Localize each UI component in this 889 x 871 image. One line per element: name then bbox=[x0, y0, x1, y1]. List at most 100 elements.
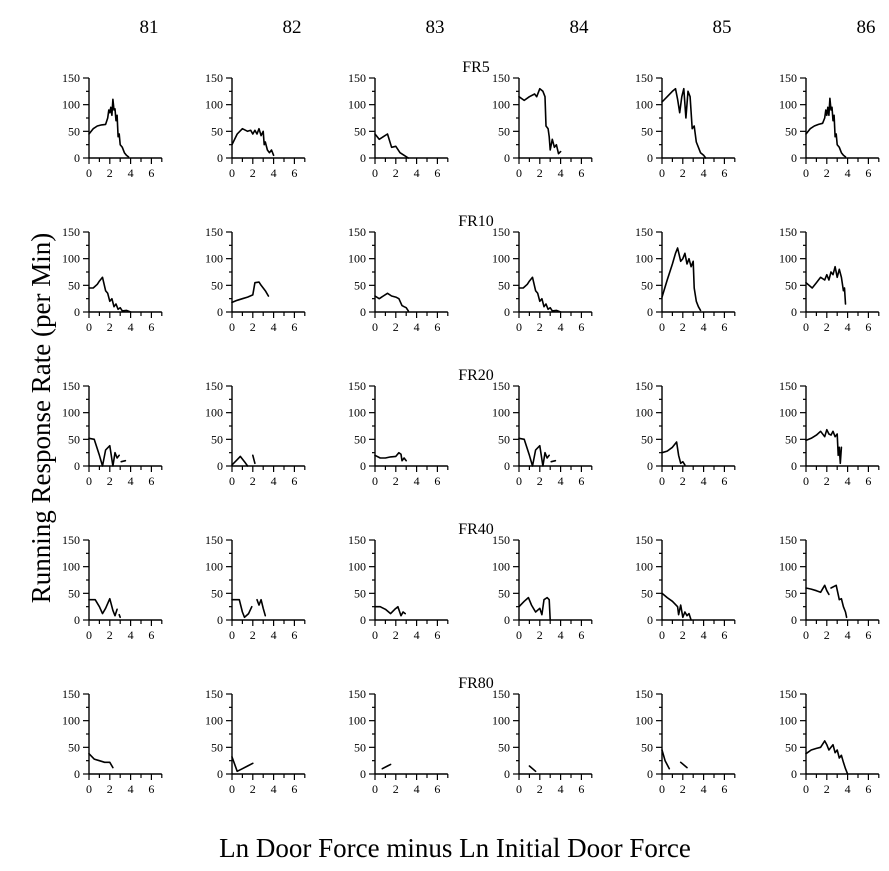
y-axis-title: Running Response Rate (per Min) bbox=[26, 233, 56, 603]
x-tick-label: 0 bbox=[86, 782, 92, 796]
series-line-fr80-85-seg1 bbox=[661, 749, 671, 770]
y-tick-label: 150 bbox=[492, 687, 510, 701]
panel-fr10-85: 0 50 100 150 0 2 4 6 bbox=[635, 225, 736, 334]
x-tick-label: 2 bbox=[824, 320, 830, 334]
y-tick-label: 50 bbox=[354, 278, 366, 292]
y-tick-label: 0 bbox=[791, 305, 797, 319]
series-line-fr5-82 bbox=[231, 127, 275, 157]
x-tick-label: 4 bbox=[414, 166, 420, 180]
y-tick-label: 100 bbox=[635, 406, 653, 420]
x-tick-label: 6 bbox=[578, 474, 584, 488]
panel-fr20-81: 0 50 100 150 0 2 4 6 bbox=[62, 379, 163, 488]
x-tick-label: 2 bbox=[393, 782, 399, 796]
series-line-fr40-86-seg1 bbox=[805, 584, 830, 596]
x-tick-label: 4 bbox=[701, 628, 707, 642]
y-tick-label: 150 bbox=[205, 71, 223, 85]
y-tick-label: 50 bbox=[354, 124, 366, 138]
y-tick-label: 50 bbox=[68, 278, 80, 292]
y-tick-label: 0 bbox=[74, 151, 80, 165]
y-tick-label: 150 bbox=[779, 71, 797, 85]
y-tick-label: 0 bbox=[360, 151, 366, 165]
y-tick-label: 100 bbox=[205, 98, 223, 112]
series-line-fr80-83 bbox=[381, 763, 392, 770]
y-tick-label: 100 bbox=[492, 98, 510, 112]
x-tick-label: 6 bbox=[721, 782, 727, 796]
x-tick-label: 0 bbox=[229, 166, 235, 180]
series-line-fr5-81 bbox=[88, 98, 130, 158]
x-tick-label: 4 bbox=[845, 782, 851, 796]
y-tick-label: 0 bbox=[217, 459, 223, 473]
x-tick-label: 6 bbox=[434, 628, 440, 642]
y-tick-label: 0 bbox=[647, 767, 653, 781]
x-tick-label: 0 bbox=[803, 320, 809, 334]
y-tick-label: 150 bbox=[62, 379, 80, 393]
x-tick-label: 4 bbox=[701, 320, 707, 334]
panel-fr20-82: 0 50 100 150 0 2 4 6 bbox=[205, 379, 306, 488]
x-tick-label: 0 bbox=[229, 782, 235, 796]
y-tick-label: 100 bbox=[348, 560, 366, 574]
y-tick-label: 0 bbox=[217, 305, 223, 319]
x-tick-label: 2 bbox=[680, 166, 686, 180]
x-tick-label: 0 bbox=[803, 782, 809, 796]
series-line-fr20-84-seg2 bbox=[550, 459, 557, 463]
x-tick-label: 4 bbox=[845, 628, 851, 642]
series-line-fr40-84 bbox=[518, 596, 551, 621]
x-tick-label: 6 bbox=[578, 628, 584, 642]
y-tick-label: 50 bbox=[211, 740, 223, 754]
y-tick-label: 100 bbox=[779, 560, 797, 574]
y-tick-label: 50 bbox=[785, 124, 797, 138]
column-label-81: 81 bbox=[140, 17, 159, 38]
x-tick-label: 4 bbox=[271, 474, 277, 488]
x-tick-label: 2 bbox=[250, 320, 256, 334]
series-line-fr80-81 bbox=[88, 752, 114, 769]
x-tick-label: 6 bbox=[865, 628, 871, 642]
x-tick-label: 6 bbox=[865, 166, 871, 180]
y-tick-label: 100 bbox=[635, 98, 653, 112]
x-tick-label: 6 bbox=[291, 320, 297, 334]
x-tick-label: 0 bbox=[659, 320, 665, 334]
y-tick-label: 50 bbox=[211, 586, 223, 600]
x-tick-label: 6 bbox=[148, 474, 154, 488]
x-tick-label: 6 bbox=[865, 782, 871, 796]
x-tick-label: 2 bbox=[393, 628, 399, 642]
y-tick-label: 0 bbox=[360, 613, 366, 627]
x-tick-label: 2 bbox=[107, 320, 113, 334]
x-tick-label: 0 bbox=[372, 474, 378, 488]
y-tick-label: 150 bbox=[779, 225, 797, 239]
y-tick-label: 50 bbox=[785, 740, 797, 754]
panel-fr10-83: 0 50 100 150 0 2 4 6 bbox=[348, 225, 449, 334]
column-label-85: 85 bbox=[713, 17, 732, 38]
x-tick-label: 2 bbox=[537, 628, 543, 642]
x-tick-label: 4 bbox=[701, 474, 707, 488]
x-tick-label: 0 bbox=[372, 320, 378, 334]
series-line-fr80-82 bbox=[231, 756, 254, 773]
y-tick-label: 150 bbox=[205, 225, 223, 239]
x-tick-label: 0 bbox=[659, 628, 665, 642]
x-tick-label: 4 bbox=[701, 782, 707, 796]
y-tick-label: 50 bbox=[498, 278, 510, 292]
y-tick-label: 0 bbox=[791, 151, 797, 165]
y-tick-label: 100 bbox=[492, 714, 510, 728]
x-tick-label: 6 bbox=[434, 320, 440, 334]
y-tick-label: 100 bbox=[205, 406, 223, 420]
row-label-fr40: FR40 bbox=[458, 521, 494, 538]
x-tick-label: 2 bbox=[250, 782, 256, 796]
x-tick-label: 4 bbox=[558, 474, 564, 488]
y-tick-label: 0 bbox=[217, 767, 223, 781]
x-tick-label: 0 bbox=[516, 628, 522, 642]
panel-fr20-83: 0 50 100 150 0 2 4 6 bbox=[348, 379, 449, 488]
y-tick-label: 150 bbox=[348, 687, 366, 701]
y-tick-label: 150 bbox=[348, 533, 366, 547]
y-tick-label: 150 bbox=[492, 533, 510, 547]
panel-fr80-81: 0 50 100 150 0 2 4 6 bbox=[62, 687, 163, 796]
panel-fr20-86: 0 50 100 150 0 2 4 6 bbox=[779, 379, 880, 488]
y-tick-label: 0 bbox=[647, 613, 653, 627]
x-tick-label: 4 bbox=[128, 320, 134, 334]
x-tick-label: 2 bbox=[537, 320, 543, 334]
x-tick-label: 6 bbox=[721, 474, 727, 488]
x-tick-label: 4 bbox=[558, 628, 564, 642]
y-tick-label: 150 bbox=[779, 687, 797, 701]
x-tick-label: 0 bbox=[803, 628, 809, 642]
y-tick-label: 0 bbox=[791, 613, 797, 627]
x-tick-label: 2 bbox=[250, 166, 256, 180]
